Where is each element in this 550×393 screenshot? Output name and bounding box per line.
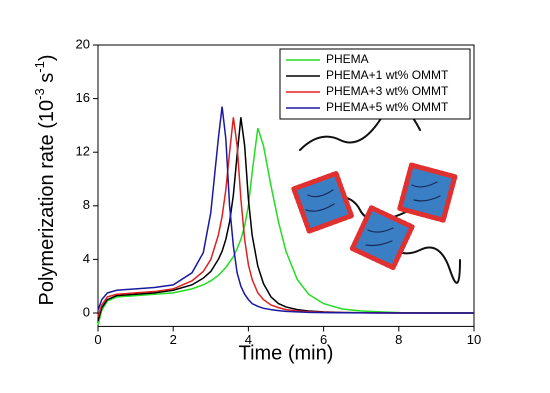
x-axis-label: Time (min): [239, 342, 334, 364]
y-tick-label: 20: [76, 36, 90, 51]
x-tick-label: 8: [395, 332, 402, 347]
y-tick-label: 4: [83, 251, 90, 266]
series-line: [97, 106, 474, 314]
legend-label: PHEMA+5 wt% OMMT: [326, 100, 449, 114]
y-tick-label: 0: [83, 304, 90, 319]
y-tick-label: 16: [76, 90, 90, 105]
legend-label: PHEMA+3 wt% OMMT: [326, 84, 449, 98]
x-tick-label: 10: [467, 332, 481, 347]
y-label-sup: -1: [32, 61, 47, 73]
x-tick-label: 4: [245, 332, 252, 347]
y-label-part: ): [36, 54, 58, 61]
y-label-sup: -3: [32, 88, 47, 100]
legend-label: PHEMA+1 wt% OMMT: [326, 68, 449, 82]
series-line: [97, 127, 474, 326]
x-tick-label: 0: [94, 332, 101, 347]
y-tick-label: 12: [76, 144, 90, 159]
y-tick-label: 8: [83, 197, 90, 212]
series-line: [97, 117, 474, 322]
y-axis-label: Polymerization rate (10-3 s-1): [32, 54, 58, 305]
legend-label: PHEMA: [326, 52, 369, 66]
y-label-part: s: [36, 73, 58, 89]
inset-illustration: [290, 106, 461, 284]
plot-frame: [97, 44, 475, 327]
y-label-part: Polymerization rate (10: [36, 100, 58, 306]
x-tick-label: 6: [320, 332, 327, 347]
x-tick-label: 2: [170, 332, 177, 347]
